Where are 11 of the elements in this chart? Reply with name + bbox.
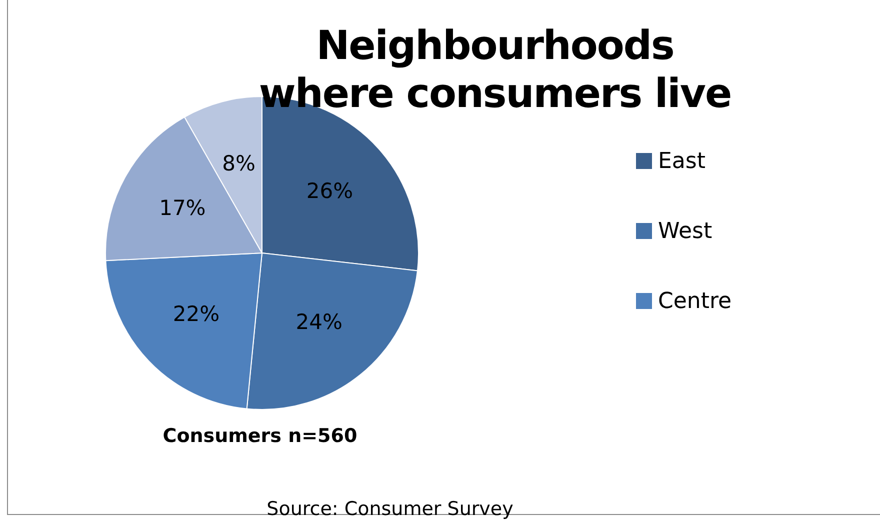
data-label: 24% (296, 310, 342, 334)
legend-label: East (658, 148, 706, 174)
data-label: 22% (172, 302, 220, 326)
data-label: 8% (222, 152, 256, 176)
data-label: 17% (159, 196, 206, 220)
legend-label: Centre (658, 288, 732, 314)
data-label: 26% (306, 179, 354, 204)
chart-title: Neighbourhoods where consumers live (258, 22, 732, 118)
source-note: Source: Consumer Survey (266, 498, 514, 520)
legend-label: West (658, 218, 712, 244)
text: Consumers n=560 (162, 425, 358, 447)
